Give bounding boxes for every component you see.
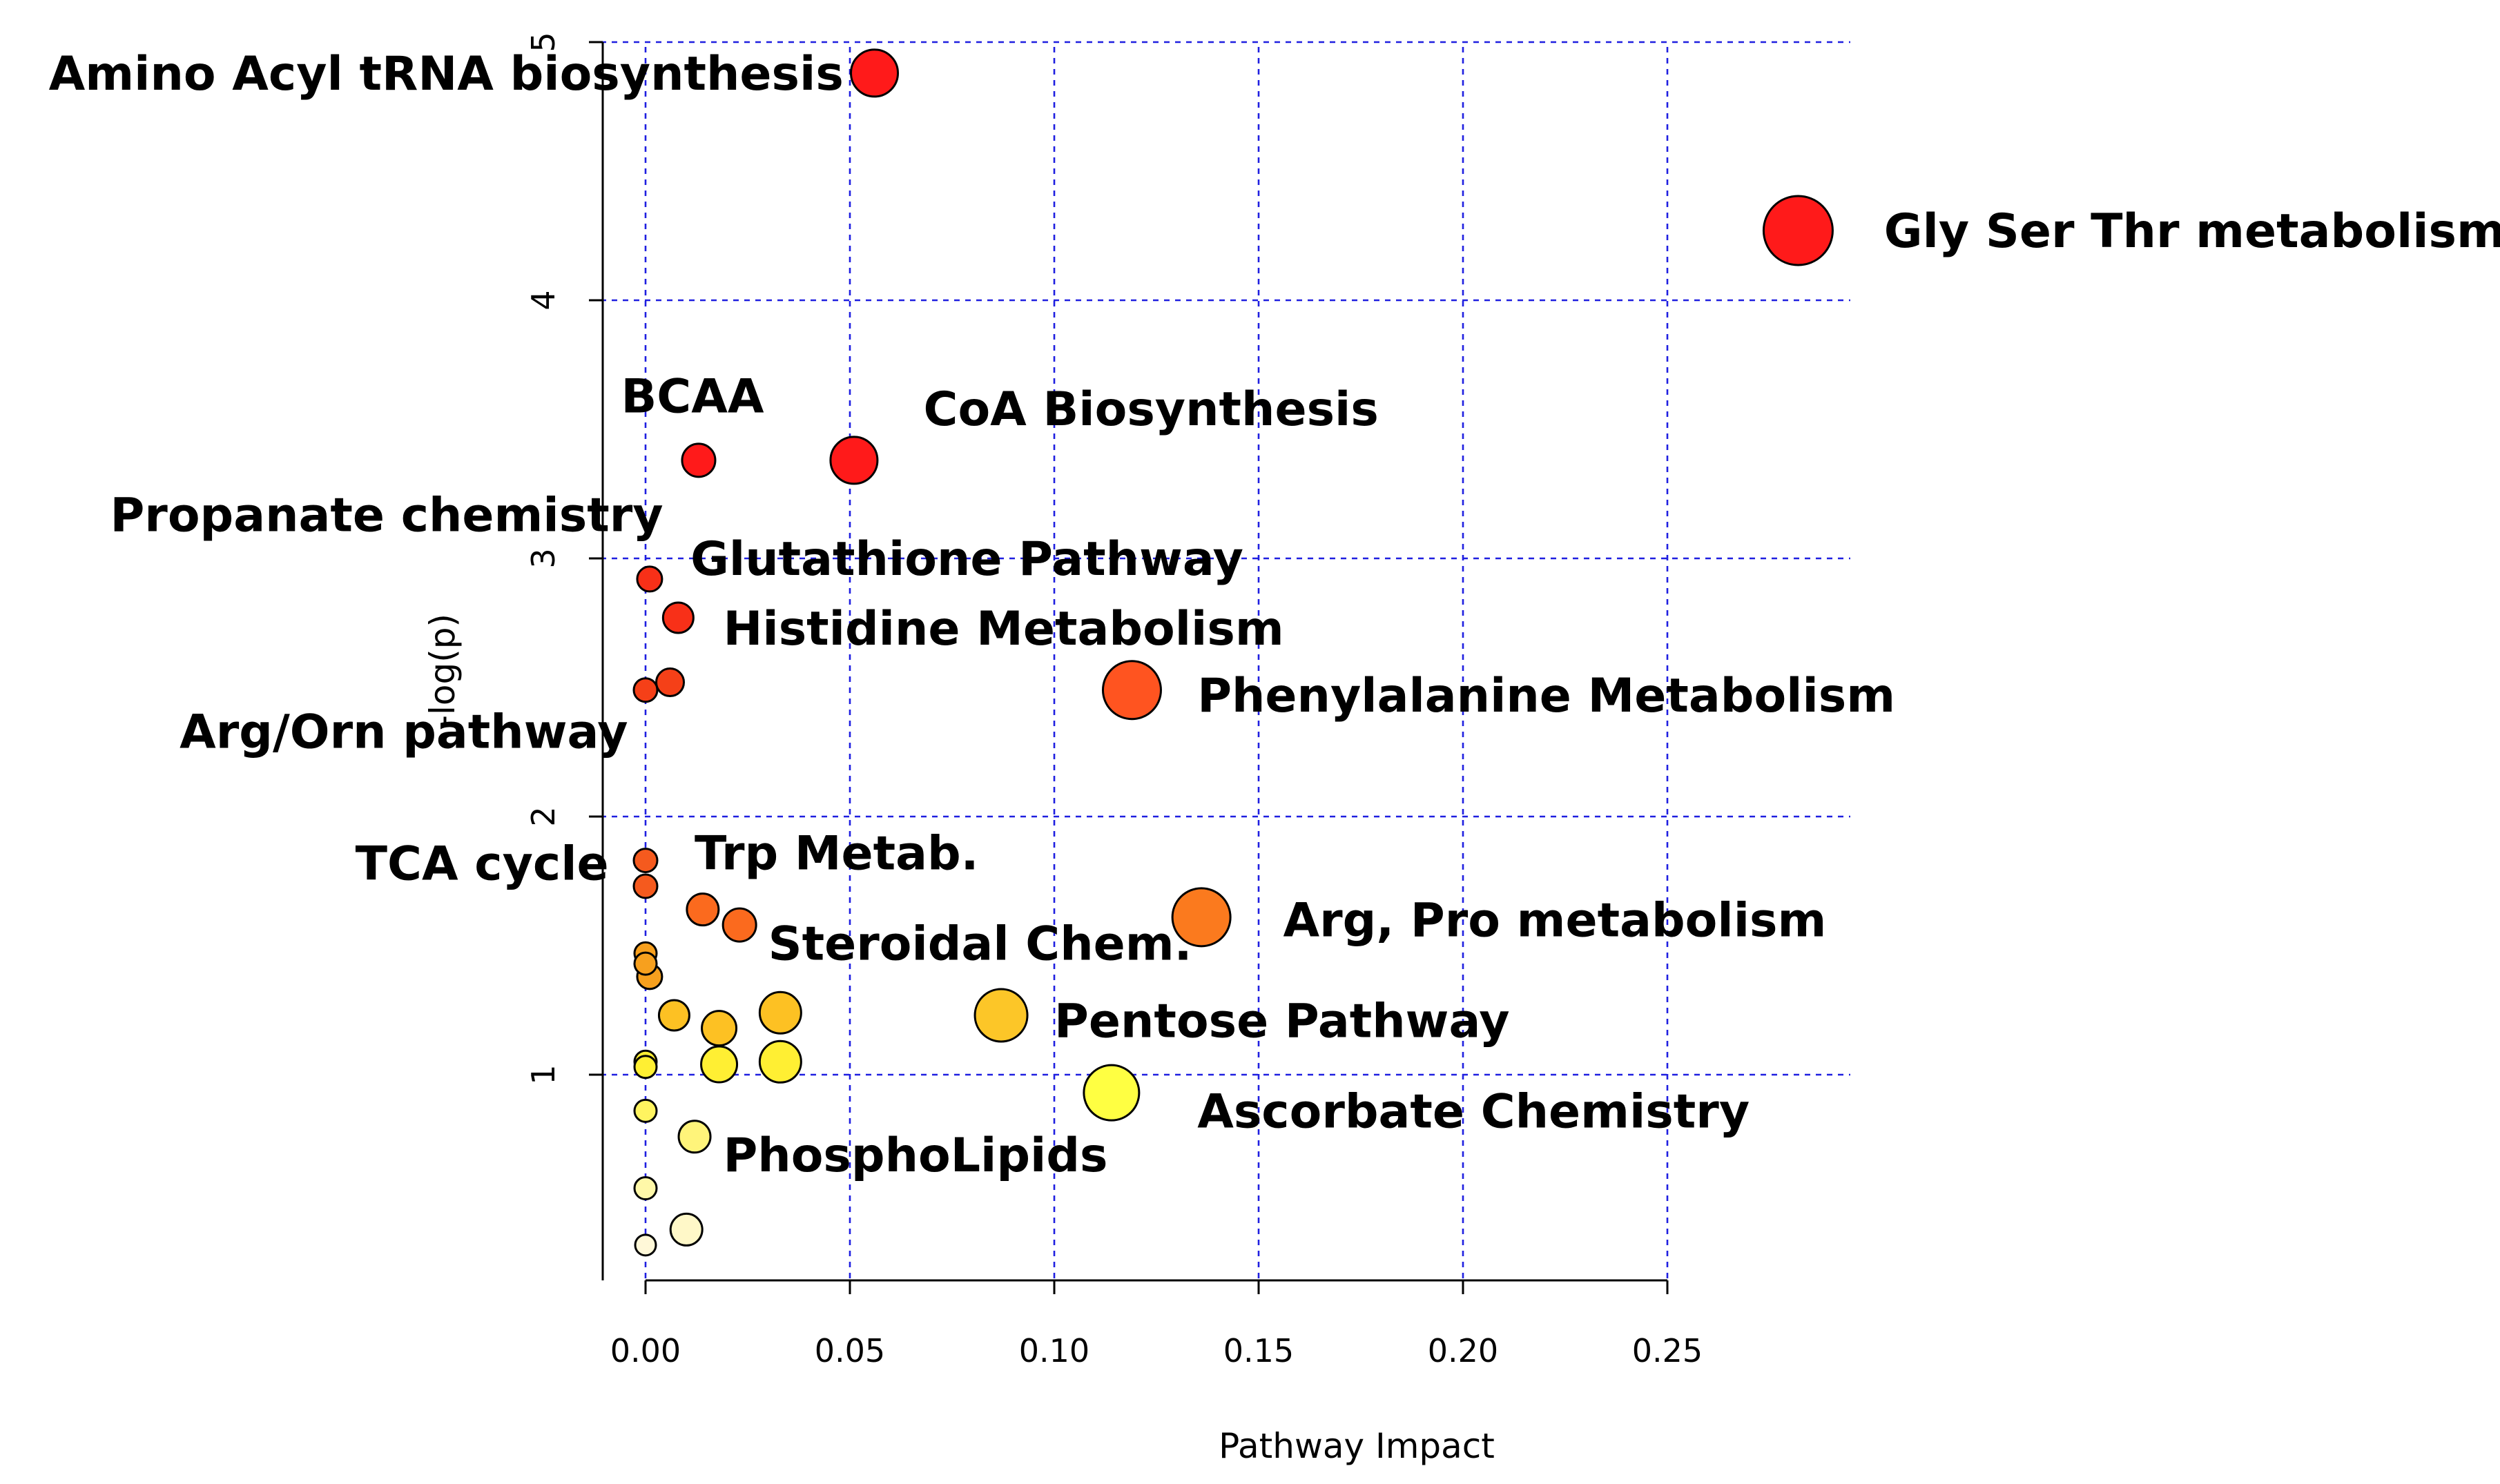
x-axis-ticks: 0.00 0.05 0.10 0.15 0.20 0.25 — [610, 1280, 1703, 1369]
annotation-label: Trp Metab. — [695, 826, 979, 881]
annotation-label: Amino Acyl tRNA biosynthesis — [49, 47, 844, 101]
data-point-1 — [850, 48, 900, 98]
annotation-label: Steroidal Chem. — [768, 917, 1192, 971]
y-tick-label: 5 — [525, 32, 562, 52]
data-point-10 — [632, 873, 659, 899]
x-tick-label: 0.25 — [1632, 1332, 1703, 1369]
y-tick-label: 1 — [525, 1064, 562, 1084]
x-tick-label: 0.15 — [1223, 1332, 1294, 1369]
data-point-26 — [633, 1098, 658, 1123]
annotation-label: BCAA — [621, 369, 764, 424]
x-tick-label: 0.20 — [1428, 1332, 1498, 1369]
data-point-17 — [657, 999, 690, 1032]
x-axis-title: Pathway Impact — [1219, 1426, 1495, 1466]
annotation-label: Histidine Metabolism — [723, 602, 1283, 656]
data-point-4 — [636, 565, 663, 593]
data-point-22 — [633, 1055, 658, 1080]
data-point-9 — [632, 848, 659, 874]
annotation-label: TCA cycle — [356, 837, 609, 891]
data-point-15 — [633, 951, 658, 976]
annotation-label: Gly Ser Thr metabolism — [1884, 204, 2500, 259]
data-point-3 — [681, 442, 717, 478]
y-tick-label: 2 — [525, 806, 562, 826]
data-point-8 — [1101, 660, 1162, 721]
data-point-5 — [661, 601, 695, 634]
data-point-29 — [669, 1212, 704, 1247]
data-point-18 — [701, 1010, 738, 1047]
y-axis-ticks: 1 2 3 4 5 — [525, 32, 603, 1085]
annotation-label: Pentose Pathway — [1054, 994, 1510, 1048]
annotation-label: CoA Biosynthesis — [924, 382, 1379, 437]
annotation-label: Arg/Orn pathway — [180, 705, 628, 760]
data-points — [632, 48, 1834, 1257]
annotation-label: Propanate chemistry — [110, 488, 663, 543]
data-point-2 — [829, 436, 879, 485]
data-point-6 — [655, 667, 686, 698]
data-point-0 — [1762, 195, 1834, 266]
annotation-label: Phenylalanine Metabolism — [1197, 669, 1895, 723]
data-point-30 — [634, 1233, 657, 1257]
annotation-label: Glutathione Pathway — [690, 532, 1243, 587]
data-point-23 — [700, 1045, 739, 1084]
annotation-label: Ascorbate Chemistry — [1197, 1084, 1750, 1139]
data-point-28 — [633, 1176, 658, 1201]
x-tick-label: 0.05 — [815, 1332, 885, 1369]
x-tick-label: 0.10 — [1019, 1332, 1089, 1369]
annotations: Amino Acyl tRNA biosynthesis Gly Ser Thr … — [49, 47, 2500, 1183]
y-tick-label: 4 — [525, 290, 562, 310]
data-point-24 — [758, 1039, 802, 1084]
data-point-19 — [758, 990, 802, 1035]
data-point-11 — [686, 892, 720, 927]
annotation-label: Arg, Pro metabolism — [1283, 894, 1827, 948]
y-tick-label: 3 — [525, 548, 562, 568]
x-tick-label: 0.00 — [610, 1332, 681, 1369]
data-point-20 — [973, 988, 1029, 1043]
annotation-label: PhosphoLipids — [723, 1129, 1107, 1183]
data-point-12 — [721, 907, 757, 943]
data-point-27 — [677, 1120, 712, 1154]
data-point-13 — [1171, 887, 1232, 948]
y-axis-title: -log(p) — [423, 614, 463, 728]
data-point-25 — [1083, 1064, 1141, 1122]
data-point-7 — [632, 677, 659, 703]
